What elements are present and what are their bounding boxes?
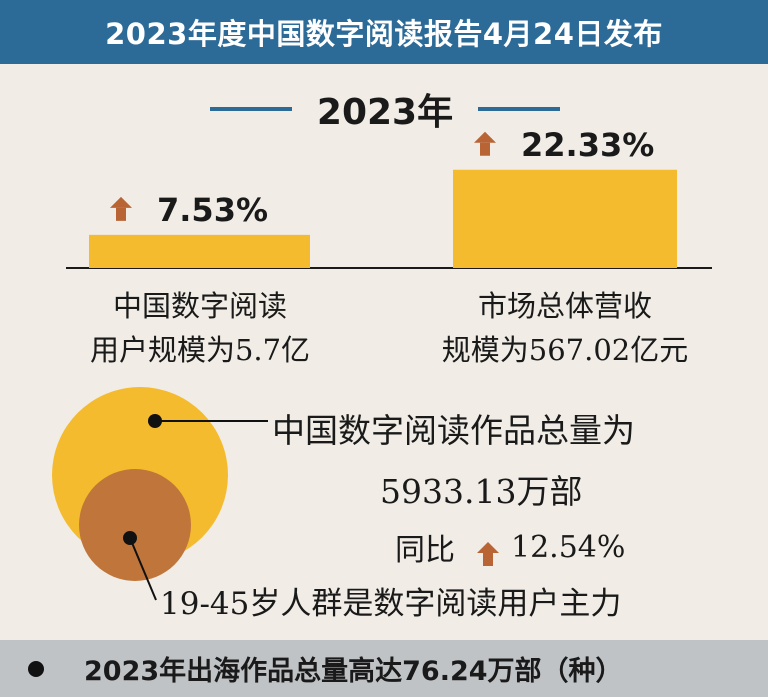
- market-caption-line1: 市场总体营收: [477, 289, 652, 323]
- footer-text: 2023年出海作品总量高达76.24万部（种）: [84, 656, 623, 687]
- year-heading: 2023年: [210, 84, 560, 134]
- inner-leader-line: [129, 537, 157, 601]
- users-caption-line2: 用户规模为5.7亿: [89, 333, 311, 367]
- age-group-text: 19-45岁人群是数字阅读用户主力: [160, 586, 622, 622]
- works-yoy: 同比 12.54%: [395, 525, 625, 569]
- year-label: 2023年: [316, 92, 454, 133]
- bar-market: [453, 169, 677, 268]
- year-right-rule: [477, 107, 560, 111]
- inner-circle: [79, 469, 191, 581]
- works-total-title: 中国数字阅读作品总量为: [272, 411, 635, 450]
- page-title: 2023年度中国数字阅读报告4月24日发布: [105, 17, 663, 51]
- works-total-value: 5933.13万部: [380, 472, 583, 511]
- up-arrow-icon: [110, 196, 132, 221]
- growth-bar-chart: 7.53% 22.33%: [66, 130, 712, 269]
- bar-users: [89, 234, 310, 268]
- yoy-label: 同比: [395, 533, 455, 568]
- market-caption: 市场总体营收 规模为567.02亿元: [395, 284, 735, 372]
- users-caption-line1: 中国数字阅读: [112, 289, 287, 323]
- year-left-rule: [210, 107, 292, 111]
- footer-bar: 2023年出海作品总量高达76.24万部（种）: [0, 640, 768, 697]
- up-arrow-icon: [474, 131, 496, 156]
- bullet-dot-icon: [28, 660, 44, 677]
- bar-market-value: 22.33%: [521, 130, 654, 164]
- page-header: 2023年度中国数字阅读报告4月24日发布: [0, 0, 768, 64]
- up-arrow-icon: [477, 541, 499, 566]
- market-caption-line2: 规模为567.02亿元: [441, 333, 689, 367]
- users-caption: 中国数字阅读 用户规模为5.7亿: [40, 284, 360, 372]
- yoy-value: 12.54%: [511, 529, 626, 565]
- works-circle-graphic: [52, 387, 268, 601]
- bar-users-value: 7.53%: [157, 191, 268, 229]
